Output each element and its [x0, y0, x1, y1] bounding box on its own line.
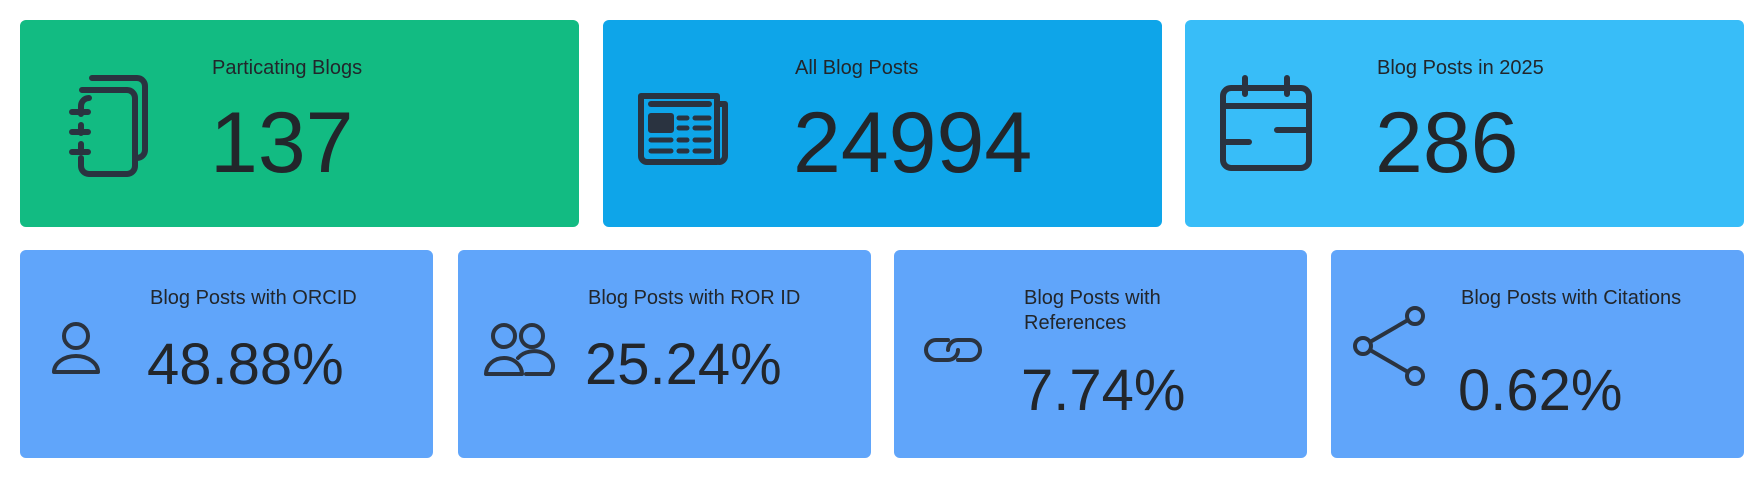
card-references: Blog Posts with References 7.74%	[894, 250, 1307, 458]
card-value: 7.74%	[1021, 358, 1186, 423]
card-label: Blog Posts with ROR ID	[588, 287, 801, 309]
card-ror-id: Blog Posts with ROR ID 25.24%	[458, 250, 871, 458]
card-value: 25.24%	[585, 332, 782, 397]
calendar-icon	[1217, 70, 1317, 176]
card-value: 48.88%	[147, 332, 344, 397]
card-label: Blog Posts with ORCID	[150, 287, 357, 309]
card-label: Blog Posts in 2025	[1377, 57, 1544, 79]
share-icon	[1353, 306, 1425, 386]
card-citations: Blog Posts with Citations 0.62%	[1331, 250, 1744, 458]
card-blog-posts-2025: Blog Posts in 2025 286	[1185, 20, 1744, 227]
notebooks-icon	[52, 70, 152, 177]
card-value: 286	[1375, 95, 1519, 191]
newspaper-icon	[635, 70, 735, 176]
card-value: 137	[210, 95, 354, 191]
card-value: 24994	[793, 95, 1033, 191]
card-orcid: Blog Posts with ORCID 48.88%	[20, 250, 433, 458]
user-icon	[48, 318, 110, 380]
card-participating-blogs: Particating Blogs 137	[20, 20, 579, 227]
card-label: All Blog Posts	[795, 57, 919, 79]
card-value: 0.62%	[1458, 358, 1623, 423]
card-label: Particating Blogs	[212, 57, 363, 79]
card-label: Blog Posts with Citations	[1461, 287, 1682, 309]
users-icon	[484, 318, 556, 380]
link-icon	[922, 318, 984, 380]
card-all-blog-posts: All Blog Posts 24994	[603, 20, 1162, 227]
card-label: Blog Posts with References	[1024, 287, 1161, 334]
